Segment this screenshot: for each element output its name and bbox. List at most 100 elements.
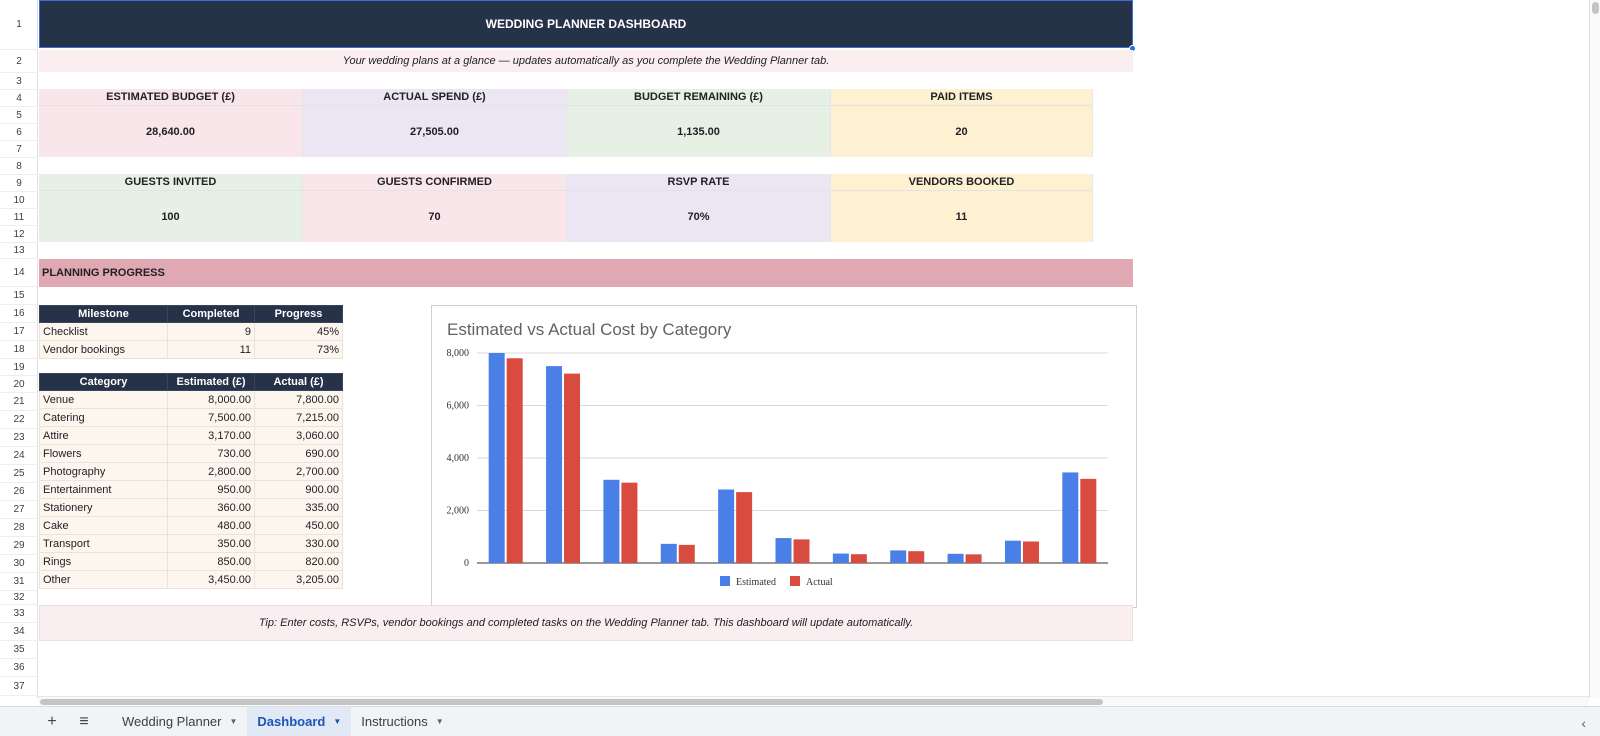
categories-cell[interactable]: 2,800.00 <box>167 462 255 481</box>
row-number[interactable]: 30 <box>0 555 38 573</box>
plus-icon[interactable]: + <box>47 712 57 730</box>
categories-cell[interactable]: 335.00 <box>254 498 343 517</box>
milestones-header-cell[interactable]: Completed <box>167 305 255 323</box>
milestones-cell[interactable]: 11 <box>167 340 255 359</box>
categories-cell[interactable]: 7,215.00 <box>254 408 343 427</box>
row-number[interactable]: 26 <box>0 483 38 501</box>
row-number[interactable]: 7 <box>0 141 38 158</box>
categories-cell[interactable]: 3,205.00 <box>254 570 343 589</box>
kpi-card[interactable]: GUESTS CONFIRMED 70 <box>303 174 567 242</box>
row-number[interactable]: 33 <box>0 605 38 623</box>
categories-header-cell[interactable]: Category <box>39 373 168 391</box>
row-number[interactable]: 14 <box>0 259 38 287</box>
kpi-card[interactable]: PAID ITEMS 20 <box>831 89 1093 157</box>
row-number[interactable]: 27 <box>0 501 38 519</box>
categories-cell[interactable]: Rings <box>39 552 168 571</box>
milestones-header-cell[interactable]: Progress <box>254 305 343 323</box>
row-number[interactable]: 9 <box>0 175 38 192</box>
categories-cell[interactable]: 900.00 <box>254 480 343 499</box>
categories-cell[interactable]: 850.00 <box>167 552 255 571</box>
row-number[interactable]: 16 <box>0 305 38 323</box>
vertical-scroll-thumb[interactable] <box>1592 2 1599 14</box>
categories-cell[interactable]: 3,450.00 <box>167 570 255 589</box>
sheet-tab[interactable]: Wedding Planner ▼ <box>112 707 247 736</box>
row-number[interactable]: 3 <box>0 73 38 90</box>
categories-cell[interactable]: Transport <box>39 534 168 553</box>
row-number[interactable]: 29 <box>0 537 38 555</box>
row-number[interactable]: 22 <box>0 411 38 429</box>
sheet-tab[interactable]: Instructions ▼ <box>351 707 453 736</box>
row-number[interactable]: 15 <box>0 287 38 305</box>
categories-cell[interactable]: 360.00 <box>167 498 255 517</box>
categories-cell[interactable]: Catering <box>39 408 168 427</box>
row-number[interactable]: 6 <box>0 124 38 141</box>
categories-cell[interactable]: 7,800.00 <box>254 390 343 409</box>
chevron-down-icon[interactable]: ▼ <box>333 717 342 726</box>
milestones-header-cell[interactable]: Milestone <box>39 305 168 323</box>
categories-cell[interactable]: 690.00 <box>254 444 343 463</box>
categories-cell[interactable]: 950.00 <box>167 480 255 499</box>
row-number[interactable]: 2 <box>0 50 38 73</box>
categories-cell[interactable]: 820.00 <box>254 552 343 571</box>
row-number[interactable]: 4 <box>0 90 38 107</box>
chevron-left-icon[interactable]: ‹ <box>1581 715 1586 731</box>
categories-cell[interactable]: Photography <box>39 462 168 481</box>
categories-cell[interactable]: 330.00 <box>254 534 343 553</box>
categories-header-cell[interactable]: Actual (£) <box>254 373 343 391</box>
row-number[interactable]: 11 <box>0 209 38 226</box>
row-number[interactable]: 21 <box>0 393 38 411</box>
categories-cell[interactable]: Stationery <box>39 498 168 517</box>
chevron-down-icon[interactable]: ▼ <box>229 717 238 726</box>
milestones-cell[interactable]: Checklist <box>39 322 168 341</box>
row-number[interactable]: 31 <box>0 573 38 591</box>
milestones-cell[interactable]: 45% <box>254 322 343 341</box>
row-number[interactable]: 8 <box>0 158 38 175</box>
categories-cell[interactable]: 350.00 <box>167 534 255 553</box>
row-number[interactable]: 23 <box>0 429 38 447</box>
milestones-cell[interactable]: 73% <box>254 340 343 359</box>
row-number[interactable]: 17 <box>0 323 38 341</box>
milestones-cell[interactable]: 9 <box>167 322 255 341</box>
row-number[interactable]: 20 <box>0 376 38 393</box>
categories-cell[interactable]: Cake <box>39 516 168 535</box>
row-number[interactable]: 32 <box>0 591 38 605</box>
row-number[interactable]: 10 <box>0 192 38 209</box>
kpi-card[interactable]: ESTIMATED BUDGET (£) 28,640.00 <box>39 89 303 157</box>
categories-cell[interactable]: Venue <box>39 390 168 409</box>
dashboard-subtitle[interactable]: Your wedding plans at a glance — updates… <box>39 50 1133 72</box>
milestones-cell[interactable]: Vendor bookings <box>39 340 168 359</box>
dashboard-title[interactable]: WEDDING PLANNER DASHBOARD <box>39 0 1133 48</box>
categories-cell[interactable]: Flowers <box>39 444 168 463</box>
row-number[interactable]: 28 <box>0 519 38 537</box>
categories-cell[interactable]: 3,170.00 <box>167 426 255 445</box>
categories-cell[interactable]: 8,000.00 <box>167 390 255 409</box>
categories-cell[interactable]: 7,500.00 <box>167 408 255 427</box>
categories-cell[interactable]: 450.00 <box>254 516 343 535</box>
categories-cell[interactable]: 730.00 <box>167 444 255 463</box>
kpi-card[interactable]: RSVP RATE 70% <box>567 174 831 242</box>
list-icon[interactable]: ≡ <box>79 712 89 730</box>
row-number[interactable]: 35 <box>0 641 38 659</box>
row-number[interactable]: 34 <box>0 623 38 641</box>
categories-cell[interactable]: 2,700.00 <box>254 462 343 481</box>
section-planning-progress[interactable]: PLANNING PROGRESS <box>39 259 1133 287</box>
row-number[interactable]: 19 <box>0 359 38 376</box>
horizontal-scroll-thumb[interactable] <box>40 699 1103 705</box>
cost-comparison-chart[interactable]: Estimated vs Actual Cost by Category 0 2,… <box>431 305 1137 608</box>
row-number[interactable]: 5 <box>0 107 38 124</box>
kpi-card[interactable]: VENDORS BOOKED 11 <box>831 174 1093 242</box>
row-number[interactable]: 36 <box>0 659 38 677</box>
vertical-scrollbar[interactable] <box>1589 0 1600 698</box>
row-number[interactable]: 12 <box>0 226 38 243</box>
kpi-card[interactable]: GUESTS INVITED 100 <box>39 174 303 242</box>
tip-text[interactable]: Tip: Enter costs, RSVPs, vendor bookings… <box>39 605 1133 641</box>
row-number[interactable]: 25 <box>0 465 38 483</box>
horizontal-scrollbar[interactable] <box>38 696 1589 706</box>
categories-cell[interactable]: 3,060.00 <box>254 426 343 445</box>
chevron-down-icon[interactable]: ▼ <box>435 717 444 726</box>
kpi-card[interactable]: BUDGET REMAINING (£) 1,135.00 <box>567 89 831 157</box>
sheet-tab[interactable]: Dashboard ▼ <box>247 706 352 736</box>
row-number[interactable]: 24 <box>0 447 38 465</box>
categories-cell[interactable]: Entertainment <box>39 480 168 499</box>
categories-cell[interactable]: 480.00 <box>167 516 255 535</box>
